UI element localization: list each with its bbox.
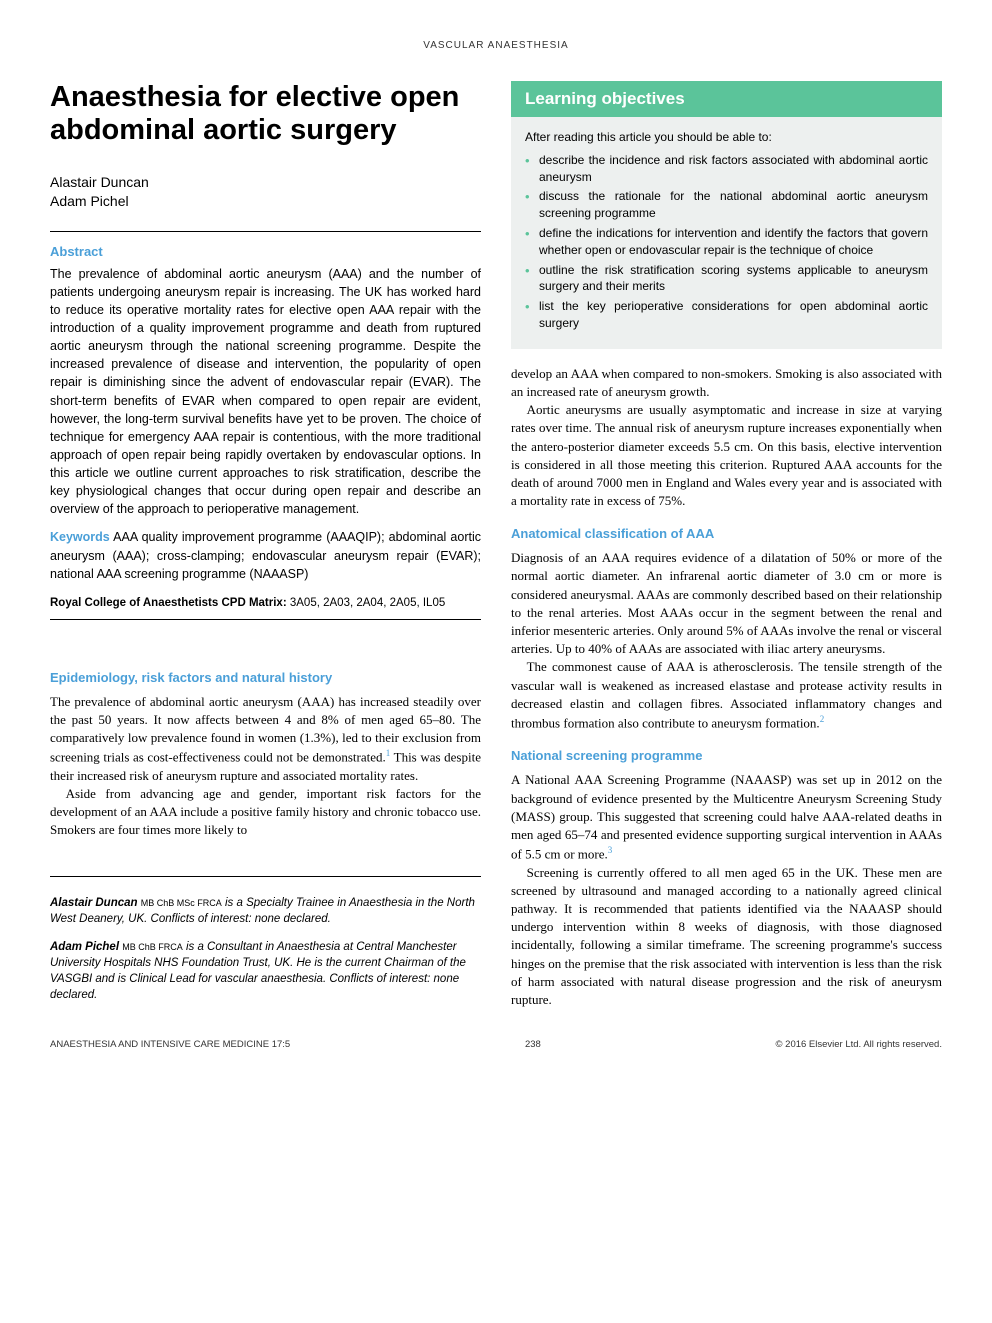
column-left: Anaesthesia for elective open abdominal … xyxy=(50,81,481,1009)
learning-objectives-body: After reading this article you should be… xyxy=(511,117,942,349)
bio-name: Adam Pichel xyxy=(50,941,119,953)
section-heading: Epidemiology, risk factors and natural h… xyxy=(50,670,481,685)
body-paragraphs: develop an AAA when compared to non-smok… xyxy=(511,365,942,511)
list-item: outline the risk stratification scoring … xyxy=(525,262,928,296)
author-bio: Alastair Duncan MB ChB MSc FRCA is a Spe… xyxy=(50,895,481,927)
list-item: discuss the rationale for the national a… xyxy=(525,188,928,222)
page-footer: ANAESTHESIA AND INTENSIVE CARE MEDICINE … xyxy=(50,1039,942,1050)
reference-superscript[interactable]: 2 xyxy=(820,714,825,724)
keywords-label: Keywords xyxy=(50,530,110,544)
abstract-heading: Abstract xyxy=(50,244,481,259)
bio-name: Alastair Duncan xyxy=(50,897,138,909)
author-list: Alastair Duncan Adam Pichel xyxy=(50,174,481,209)
body-paragraphs: The prevalence of abdominal aortic aneur… xyxy=(50,693,481,840)
bio-credentials: MB ChB FRCA xyxy=(122,942,183,952)
paragraph: Aortic aneurysms are usually asymptomati… xyxy=(511,401,942,510)
paragraph: The commonest cause of AAA is atheroscle… xyxy=(511,658,942,732)
section-heading: Anatomical classification of AAA xyxy=(511,526,942,541)
learning-objectives-heading: Learning objectives xyxy=(511,81,942,117)
cpd-label: Royal College of Anaesthetists CPD Matri… xyxy=(50,597,287,609)
learning-objectives-box: Learning objectives After reading this a… xyxy=(511,81,942,349)
article-title: Anaesthesia for elective open abdominal … xyxy=(50,81,481,148)
paragraph: Diagnosis of an AAA requires evidence of… xyxy=(511,549,942,658)
paragraph: Aside from advancing age and gender, imp… xyxy=(50,785,481,840)
divider xyxy=(50,231,481,232)
author-name: Adam Pichel xyxy=(50,193,481,209)
keywords: Keywords AAA quality improvement program… xyxy=(50,528,481,582)
list-item: list the key perioperative consideration… xyxy=(525,298,928,332)
cpd-matrix: Royal College of Anaesthetists CPD Matri… xyxy=(50,597,481,609)
paragraph: Screening is currently offered to all me… xyxy=(511,864,942,1010)
running-header: VASCULAR ANAESTHESIA xyxy=(50,40,942,51)
bio-credentials: MB ChB MSc FRCA xyxy=(141,898,222,908)
section-heading: National screening programme xyxy=(511,748,942,763)
paragraph: The prevalence of abdominal aortic aneur… xyxy=(50,693,481,785)
body-paragraphs: A National AAA Screening Programme (NAAA… xyxy=(511,771,942,1009)
author-name: Alastair Duncan xyxy=(50,174,481,190)
list-item: define the indications for intervention … xyxy=(525,225,928,259)
keywords-text: AAA quality improvement programme (AAAQI… xyxy=(50,530,481,580)
page-columns: Anaesthesia for elective open abdominal … xyxy=(50,81,942,1009)
learning-objectives-list: describe the incidence and risk factors … xyxy=(525,152,928,332)
column-right: Learning objectives After reading this a… xyxy=(511,81,942,1009)
footer-copyright: © 2016 Elsevier Ltd. All rights reserved… xyxy=(776,1039,942,1050)
cpd-codes: 3A05, 2A03, 2A04, 2A05, IL05 xyxy=(290,597,445,609)
author-bios: Alastair Duncan MB ChB MSc FRCA is a Spe… xyxy=(50,876,481,1004)
list-item: describe the incidence and risk factors … xyxy=(525,152,928,186)
footer-journal: ANAESTHESIA AND INTENSIVE CARE MEDICINE … xyxy=(50,1039,290,1050)
learning-objectives-intro: After reading this article you should be… xyxy=(525,129,928,146)
body-paragraphs: Diagnosis of an AAA requires evidence of… xyxy=(511,549,942,732)
reference-superscript[interactable]: 3 xyxy=(608,845,613,855)
divider xyxy=(50,619,481,620)
paragraph: develop an AAA when compared to non-smok… xyxy=(511,365,942,401)
author-bio: Adam Pichel MB ChB FRCA is a Consultant … xyxy=(50,939,481,1003)
abstract-text: The prevalence of abdominal aortic aneur… xyxy=(50,265,481,519)
paragraph: A National AAA Screening Programme (NAAA… xyxy=(511,771,942,863)
footer-page-number: 238 xyxy=(525,1039,541,1050)
